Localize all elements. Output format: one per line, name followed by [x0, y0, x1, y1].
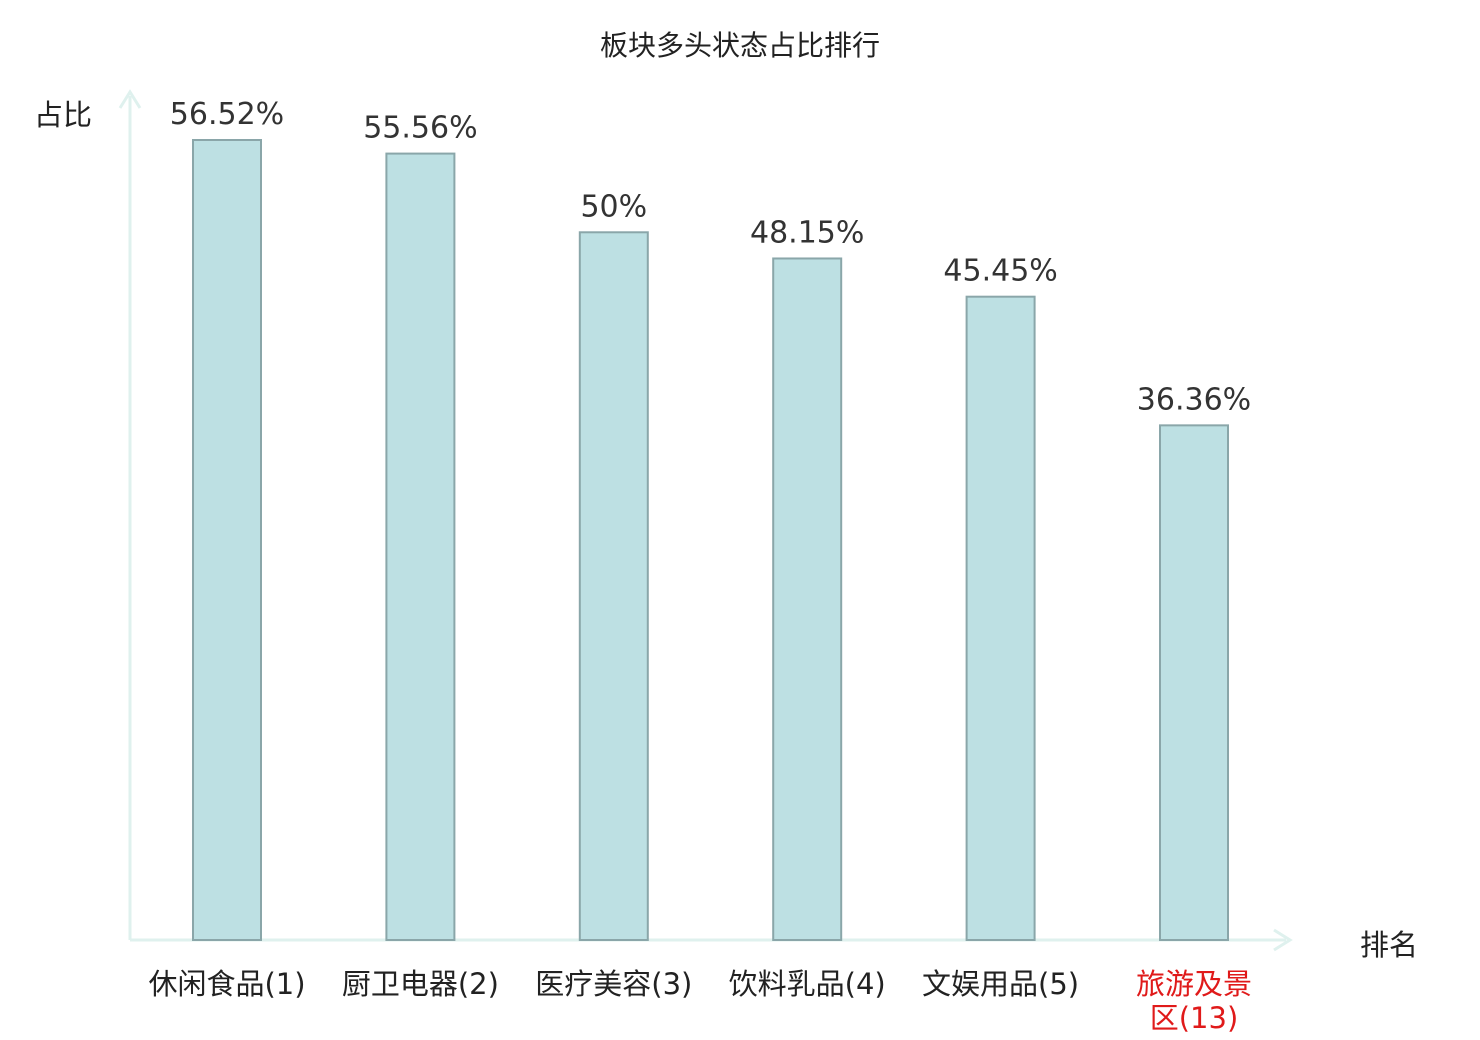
bar-6 [1159, 424, 1229, 941]
bar-1 [192, 139, 262, 941]
category-label-line: 区(13) [1150, 1001, 1239, 1035]
bar-3 [578, 231, 649, 942]
category-label-3: 医疗美容(3) [535, 967, 692, 1001]
category-label-5: 文娱用品(5) [922, 967, 1079, 1001]
x-axis-label: 排名 [1360, 928, 1419, 962]
category-label-line: 休闲食品(1) [148, 967, 305, 1001]
bar-5 [965, 295, 1036, 941]
category-label-1: 休闲食品(1) [148, 967, 305, 1001]
value-label-4: 48.15% [750, 215, 864, 250]
x-axis-arrow [1273, 928, 1293, 952]
category-label-line: 饮料乳品(4) [729, 967, 886, 1001]
y-axis-label: 占比 [34, 98, 93, 132]
category-label-line: 文娱用品(5) [922, 967, 1079, 1001]
category-label-line: 旅游及景 [1136, 967, 1252, 1001]
category-label-line: 厨卫电器(2) [342, 967, 499, 1001]
bar-4 [772, 257, 843, 942]
category-label-line: 医疗美容(3) [535, 967, 692, 1001]
value-label-6: 36.36% [1137, 382, 1251, 417]
value-label-3: 50% [580, 189, 647, 224]
bar-2 [385, 152, 456, 941]
value-label-2: 55.56% [363, 111, 477, 146]
category-label-4: 饮料乳品(4) [729, 967, 886, 1001]
category-label-6: 旅游及景区(13) [1136, 967, 1252, 1035]
value-label-5: 45.45% [943, 254, 1057, 289]
y-axis-arrow [118, 89, 142, 109]
category-label-2: 厨卫电器(2) [342, 967, 499, 1001]
chart-title: 板块多头状态占比排行 [599, 29, 880, 62]
value-label-1: 56.52% [170, 97, 284, 132]
